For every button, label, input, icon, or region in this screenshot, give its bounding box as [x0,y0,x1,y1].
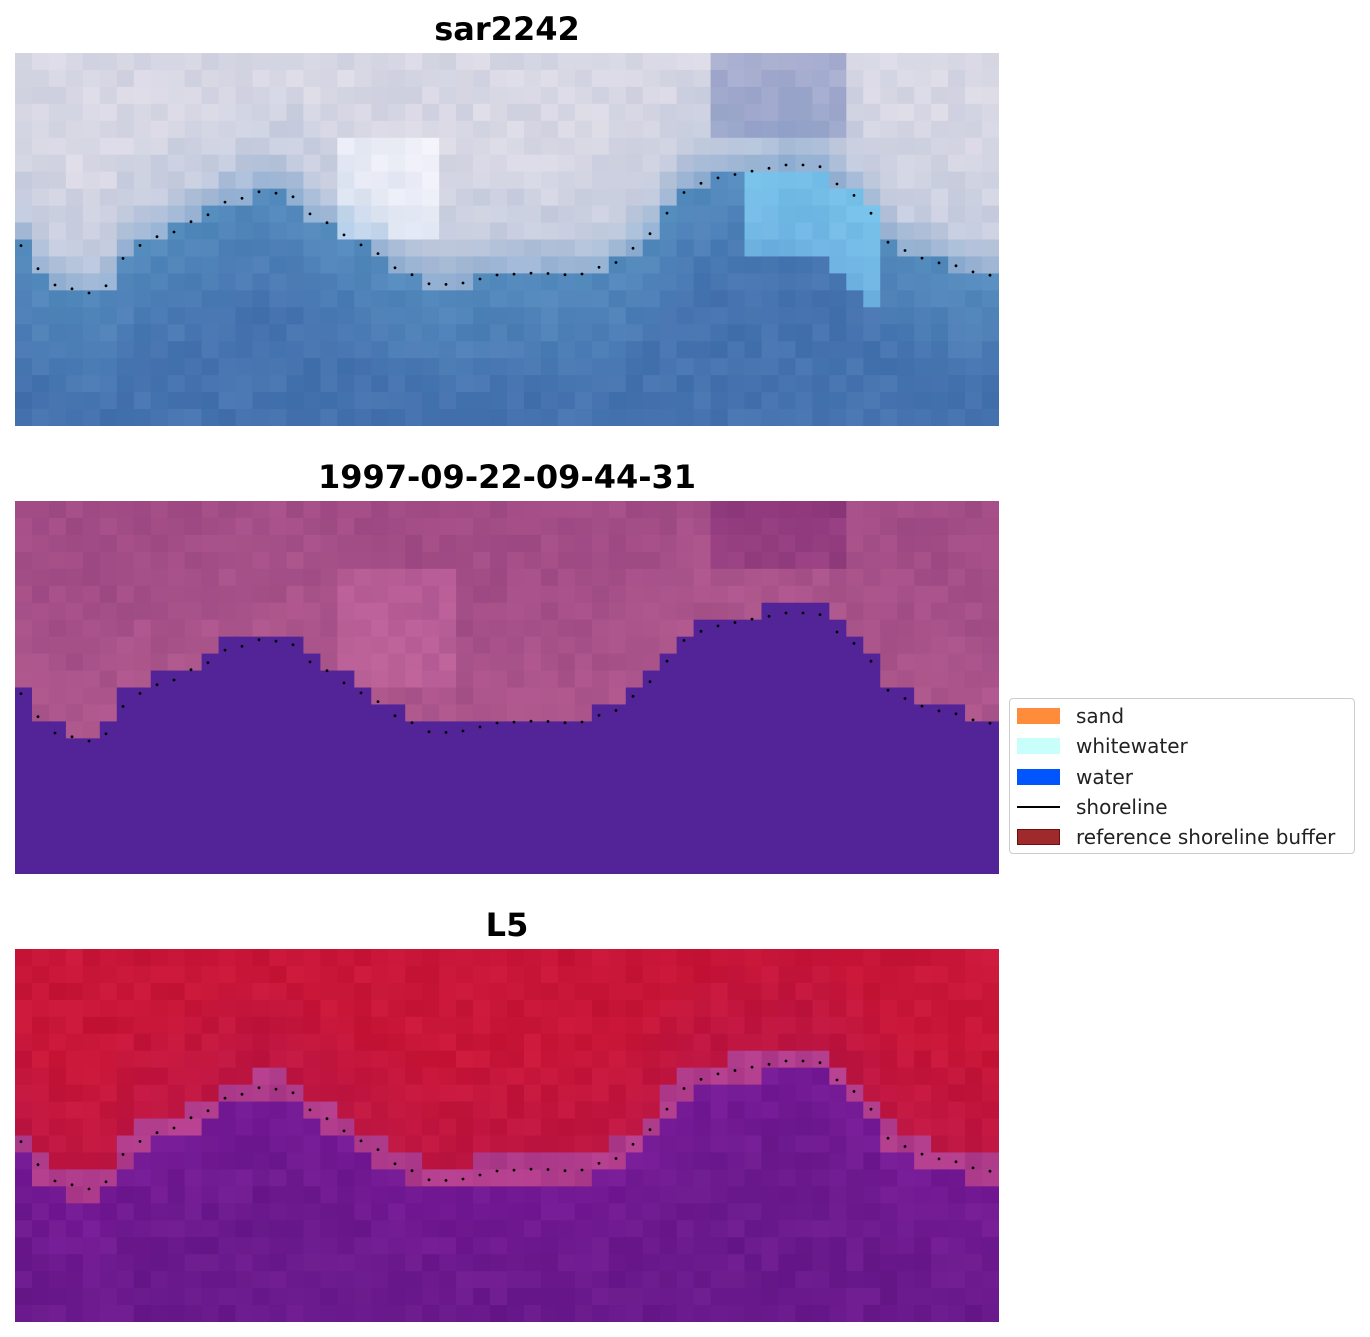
legend-item-sand: sand [1017,704,1124,728]
panel-title-rgb: sar2242 [434,10,580,48]
legend-label-water: water [1076,765,1133,789]
index-shoreline-dots [19,1059,992,1191]
legend-label-whitewater: whitewater [1076,734,1188,758]
shoreline-line-swatch [1017,799,1060,815]
rgb-shoreline-dots [19,163,992,295]
classified-image [15,501,999,874]
classified-shoreline-dots [19,611,992,743]
panel-title-index: L5 [485,906,529,944]
index-image-panel [15,949,999,1322]
classified-pixel-grid [15,501,999,874]
classified-image-panel [15,501,999,874]
legend-item-reference-buffer: reference shoreline buffer [1017,825,1335,849]
panel-title-classified: 1997-09-22-09-44-31 [317,458,697,496]
legend-label-shoreline: shoreline [1076,795,1168,819]
legend-item-shoreline: shoreline [1017,795,1168,819]
legend-label-reference-buffer: reference shoreline buffer [1076,825,1336,849]
water-swatch [1017,769,1060,785]
rgb-image [15,53,999,426]
rgb-pixel-grid [15,53,999,426]
rgb-image-panel [15,53,999,426]
reference-buffer-swatch [1017,829,1060,845]
legend-label-sand: sand [1076,704,1125,728]
index-image [15,949,999,1322]
legend-item-whitewater: whitewater [1017,734,1188,758]
legend-item-water: water [1017,765,1133,789]
index-pixel-grid [15,949,999,1322]
sand-swatch [1017,708,1060,724]
whitewater-swatch [1017,738,1060,754]
legend: sand whitewater water shoreline referenc… [1009,698,1355,854]
